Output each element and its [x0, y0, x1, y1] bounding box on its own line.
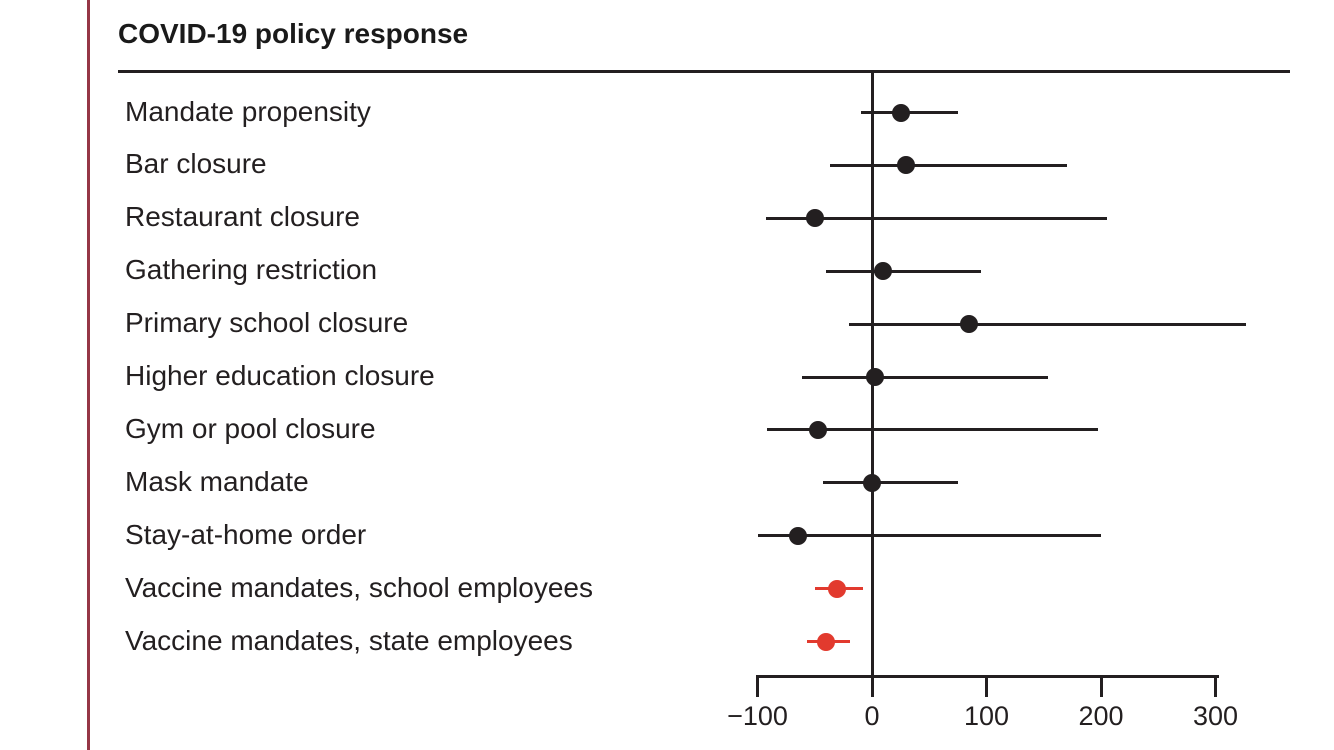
ci-line — [829, 163, 1067, 167]
point-estimate — [960, 315, 979, 334]
x-axis-tick — [756, 675, 759, 697]
ci-line — [802, 375, 1049, 379]
row-label: Stay-at-home order — [125, 518, 367, 550]
x-axis-tick-label: 200 — [1078, 701, 1124, 731]
x-axis-tick-label: 0 — [864, 701, 880, 731]
point-estimate — [827, 579, 846, 598]
x-axis-tick-label: 100 — [963, 701, 1010, 731]
row-label: Mandate propensity — [125, 95, 371, 127]
row-label: Gathering restriction — [125, 254, 378, 286]
row-label: Mask mandate — [125, 465, 309, 497]
row-label: Bar closure — [125, 148, 267, 180]
point-estimate — [891, 103, 910, 122]
point-estimate — [817, 632, 836, 651]
point-estimate — [863, 473, 881, 492]
row-label: Higher education closure — [125, 360, 435, 391]
x-axis-tick-label: −100 — [727, 701, 788, 731]
ci-line — [765, 216, 1107, 220]
ci-line — [822, 481, 958, 485]
row-label: Vaccine mandates, state employees — [125, 624, 573, 656]
point-estimate — [805, 209, 824, 228]
x-axis-tick-label: 300 — [1192, 701, 1239, 731]
x-axis-tick — [985, 675, 988, 697]
row-label: Gym or pool closure — [125, 412, 376, 444]
point-estimate — [866, 368, 885, 386]
ci-line — [757, 534, 1101, 538]
point-estimate — [788, 526, 807, 545]
ci-line — [826, 269, 981, 273]
x-axis-tick — [1214, 675, 1217, 697]
row-label: Vaccine mandates, school employees — [125, 571, 593, 603]
point-estimate — [809, 420, 828, 439]
ci-line — [849, 322, 1247, 326]
x-axis-tick — [1099, 675, 1103, 697]
row-label: Restaurant closure — [125, 201, 361, 233]
row-label: Primary school closure — [125, 307, 409, 339]
point-estimate — [897, 156, 916, 175]
ci-line — [766, 428, 1098, 432]
chart-title: COVID-19 policy response — [118, 18, 469, 49]
left-accent-bar — [87, 0, 90, 750]
x-axis-tick — [870, 675, 874, 697]
point-estimate — [874, 262, 893, 281]
x-axis-line — [757, 675, 1219, 678]
title-rule — [118, 70, 1290, 73]
